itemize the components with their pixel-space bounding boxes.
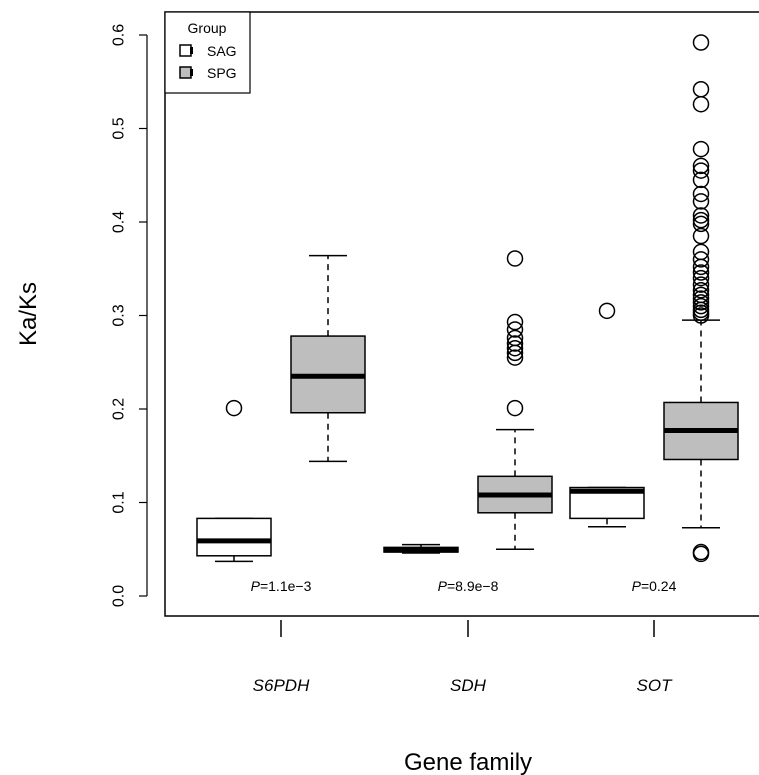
outlier-point bbox=[692, 185, 710, 203]
outlier-point bbox=[692, 243, 710, 261]
outlier-point bbox=[692, 215, 710, 233]
outlier-point bbox=[692, 193, 710, 210]
legend-swatch-sag bbox=[179, 44, 192, 57]
x-tick-label-sot: SOT bbox=[637, 676, 674, 695]
outlier-point bbox=[692, 162, 710, 179]
y-tick-label: 0.3 bbox=[111, 304, 128, 326]
outlier-point bbox=[692, 290, 710, 307]
outlier-point bbox=[692, 276, 710, 293]
box-spg-s6pdh bbox=[290, 254, 366, 463]
outlier-point bbox=[598, 302, 616, 320]
outlier-point bbox=[692, 543, 710, 561]
outlier-point bbox=[506, 339, 524, 357]
outlier-point bbox=[692, 269, 710, 287]
y-axis-title: Ka/Ks bbox=[15, 282, 42, 346]
y-tick-label: 0.5 bbox=[111, 117, 128, 139]
outlier-point bbox=[692, 251, 710, 268]
outlier-point bbox=[692, 95, 710, 113]
outlier-point bbox=[506, 329, 524, 347]
legend-label-sag: SAG bbox=[207, 43, 237, 59]
y-tick-label: 0.1 bbox=[111, 491, 128, 513]
y-tick-label: 0.6 bbox=[111, 24, 128, 46]
legend-label-spg: SPG bbox=[207, 65, 237, 81]
p-value-sdh: P=8.9e−8 bbox=[438, 578, 499, 594]
x-tick-label-s6pdh: S6PDH bbox=[253, 676, 310, 695]
x-axis: S6PDH SDH SOT bbox=[253, 620, 673, 695]
legend-entry-spg: SPG bbox=[179, 65, 237, 81]
outlier-point bbox=[506, 250, 524, 267]
outlier-point bbox=[692, 34, 710, 51]
outlier-point bbox=[692, 157, 710, 175]
outlier-point bbox=[692, 297, 710, 315]
box-sag-sdh bbox=[383, 543, 459, 554]
y-axis: 0.0 0.1 0.2 0.3 0.4 0.5 0.6 bbox=[111, 24, 148, 607]
outlier-point bbox=[506, 399, 524, 417]
p-value-sot: P=0.24 bbox=[632, 578, 677, 594]
legend-swatch-spg bbox=[179, 66, 192, 79]
outlier-point bbox=[692, 294, 710, 311]
outlier-point bbox=[506, 313, 524, 331]
boxplots bbox=[196, 34, 739, 563]
box-spg-sdh bbox=[477, 250, 553, 550]
p-value-s6pdh: P=1.1e−3 bbox=[251, 578, 312, 594]
legend-entry-sag: SAG bbox=[179, 43, 237, 59]
legend: Group SAG SPG bbox=[164, 11, 251, 94]
outlier-point bbox=[692, 282, 710, 299]
outlier-point bbox=[692, 286, 710, 304]
outlier-point bbox=[692, 207, 710, 224]
box-sag-sot bbox=[569, 302, 645, 528]
outlier-point bbox=[692, 80, 710, 98]
p-value-annotations: P=1.1e−3 P=8.9e−8 P=0.24 bbox=[251, 578, 677, 594]
y-tick-label: 0.2 bbox=[111, 398, 128, 420]
legend-title: Group bbox=[188, 20, 227, 36]
outlier-point bbox=[506, 321, 524, 338]
y-tick-label: 0.4 bbox=[111, 211, 128, 233]
y-tick-label: 0.0 bbox=[111, 585, 128, 607]
legend-swatch-spg-bar bbox=[190, 69, 193, 76]
outlier-point bbox=[692, 171, 710, 189]
outlier-point bbox=[692, 227, 710, 245]
outlier-point bbox=[506, 349, 524, 366]
outlier-point bbox=[692, 264, 710, 281]
outlier-point bbox=[506, 335, 524, 352]
plot-frame bbox=[164, 11, 759, 617]
iqr-box bbox=[196, 517, 272, 557]
legend-swatch-sag-bar bbox=[190, 47, 193, 54]
legend-box bbox=[164, 11, 251, 94]
box-sag-s6pdh bbox=[196, 399, 272, 563]
x-axis-title: Gene family bbox=[404, 749, 532, 775]
box-spg-sot bbox=[663, 34, 739, 563]
x-tick-label-sdh: SDH bbox=[450, 676, 487, 695]
outlier-point bbox=[225, 399, 243, 417]
outlier-point bbox=[692, 211, 710, 229]
outlier-point bbox=[692, 140, 710, 158]
